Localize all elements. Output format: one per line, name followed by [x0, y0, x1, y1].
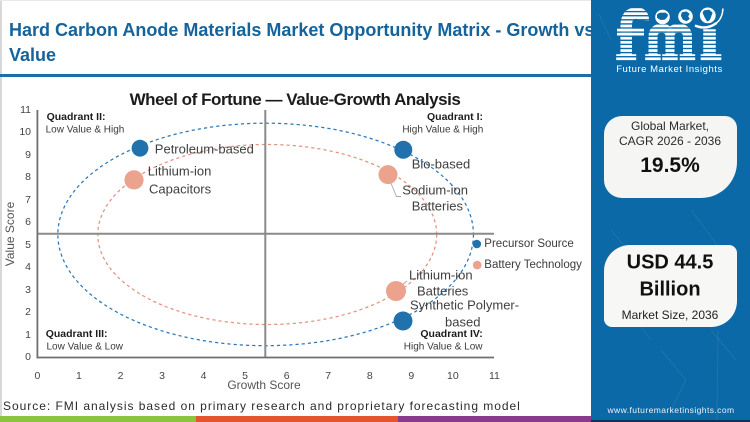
svg-text:Future Market Insights: Future Market Insights [616, 64, 723, 75]
